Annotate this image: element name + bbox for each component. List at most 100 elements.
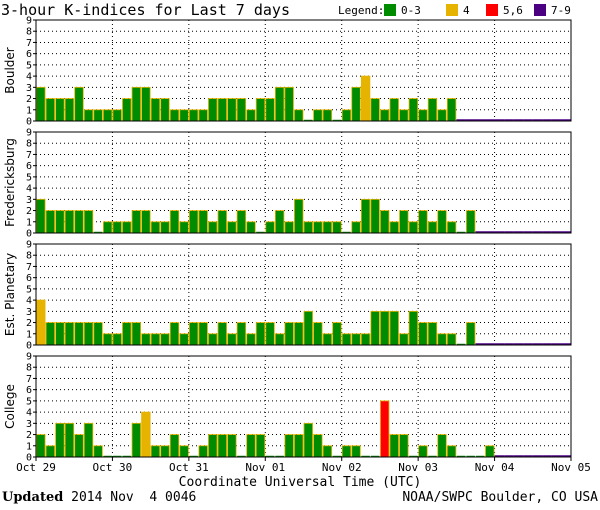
bar xyxy=(418,445,428,458)
y-tick-label: 3 xyxy=(26,195,32,206)
bar xyxy=(408,98,419,122)
y-tick-label: 7 xyxy=(26,38,32,49)
bar xyxy=(227,333,237,346)
panel-frame xyxy=(35,355,572,458)
bar xyxy=(160,98,170,122)
bar xyxy=(74,322,84,346)
x-tick-label: Oct 29 xyxy=(16,461,56,474)
bar xyxy=(246,434,256,458)
y-tick-label: 6 xyxy=(26,273,32,284)
panel-frame xyxy=(35,131,572,234)
bar xyxy=(437,333,447,346)
bar xyxy=(198,210,208,234)
legend-entry-label: 5,6 xyxy=(503,4,523,17)
bar xyxy=(370,98,380,122)
bar xyxy=(380,210,390,234)
bar xyxy=(322,445,333,458)
bar xyxy=(208,98,218,122)
y-tick-label: 8 xyxy=(26,139,32,150)
bar xyxy=(408,310,419,346)
y-tick-label: 3 xyxy=(26,307,32,318)
bar xyxy=(313,322,323,346)
legend-entry-label: 0-3 xyxy=(401,4,421,17)
bar xyxy=(55,98,65,122)
bar xyxy=(322,109,333,122)
bar xyxy=(64,210,75,234)
bar xyxy=(45,445,56,458)
bar xyxy=(150,333,161,346)
bar xyxy=(303,310,313,346)
bar xyxy=(74,86,84,122)
y-tick-label: 0 xyxy=(26,117,32,128)
y-tick-label: 6 xyxy=(26,161,32,172)
legend-swatch xyxy=(534,4,546,16)
bar xyxy=(360,198,371,234)
bar xyxy=(169,210,180,234)
bar xyxy=(341,333,352,346)
bar xyxy=(351,445,361,458)
bar xyxy=(160,221,170,234)
bar xyxy=(274,86,285,122)
y-tick-label: 2 xyxy=(26,94,32,105)
bar xyxy=(217,322,227,346)
bar xyxy=(303,221,313,234)
bar xyxy=(102,221,113,234)
y-tick-label: 3 xyxy=(26,419,32,430)
bar xyxy=(380,400,390,458)
bar xyxy=(351,86,361,122)
bar xyxy=(255,98,266,122)
y-tick-label: 0 xyxy=(26,229,32,240)
panel-frame xyxy=(35,243,572,346)
bar xyxy=(160,445,170,458)
bar xyxy=(380,109,390,122)
bar xyxy=(399,210,409,234)
bar xyxy=(122,322,132,346)
bar xyxy=(169,322,180,346)
panel-station-label: Boulder xyxy=(3,47,17,94)
bar xyxy=(446,445,457,458)
bar xyxy=(265,221,275,234)
y-tick-label: 0 xyxy=(26,453,32,464)
bar xyxy=(131,422,141,458)
bar xyxy=(36,198,46,234)
bar xyxy=(332,221,342,234)
bar xyxy=(83,210,94,234)
bar xyxy=(236,98,247,122)
bar xyxy=(208,434,218,458)
bar xyxy=(169,109,180,122)
bar xyxy=(131,322,141,346)
bar xyxy=(131,210,141,234)
y-tick-label: 9 xyxy=(26,128,32,139)
bar xyxy=(466,322,476,346)
bar xyxy=(112,109,122,122)
bar xyxy=(437,109,447,122)
legend-swatch xyxy=(446,4,458,16)
y-tick-label: 7 xyxy=(26,262,32,273)
bar xyxy=(284,434,294,458)
y-tick-label: 2 xyxy=(26,206,32,217)
bar xyxy=(179,333,189,346)
bar xyxy=(188,210,199,234)
legend-entry-label: 4 xyxy=(463,4,470,17)
bar xyxy=(351,333,361,346)
updated-label: Updated xyxy=(2,490,64,505)
bar xyxy=(313,434,323,458)
y-tick-label: 2 xyxy=(26,318,32,329)
y-tick-label: 5 xyxy=(26,172,32,183)
bar xyxy=(294,109,304,122)
y-tick-label: 1 xyxy=(26,329,32,340)
y-tick-label: 8 xyxy=(26,251,32,262)
bar xyxy=(313,221,323,234)
bar xyxy=(188,109,199,122)
y-tick-label: 4 xyxy=(26,408,32,419)
bar xyxy=(64,322,75,346)
bar xyxy=(370,310,380,346)
y-tick-label: 5 xyxy=(26,60,32,71)
bar xyxy=(179,109,189,122)
y-tick-label: 6 xyxy=(26,385,32,396)
bar xyxy=(399,434,409,458)
bar xyxy=(389,434,399,458)
panel-station-label: Est. Planetary xyxy=(3,253,17,336)
legend-label: Legend: xyxy=(338,4,384,17)
